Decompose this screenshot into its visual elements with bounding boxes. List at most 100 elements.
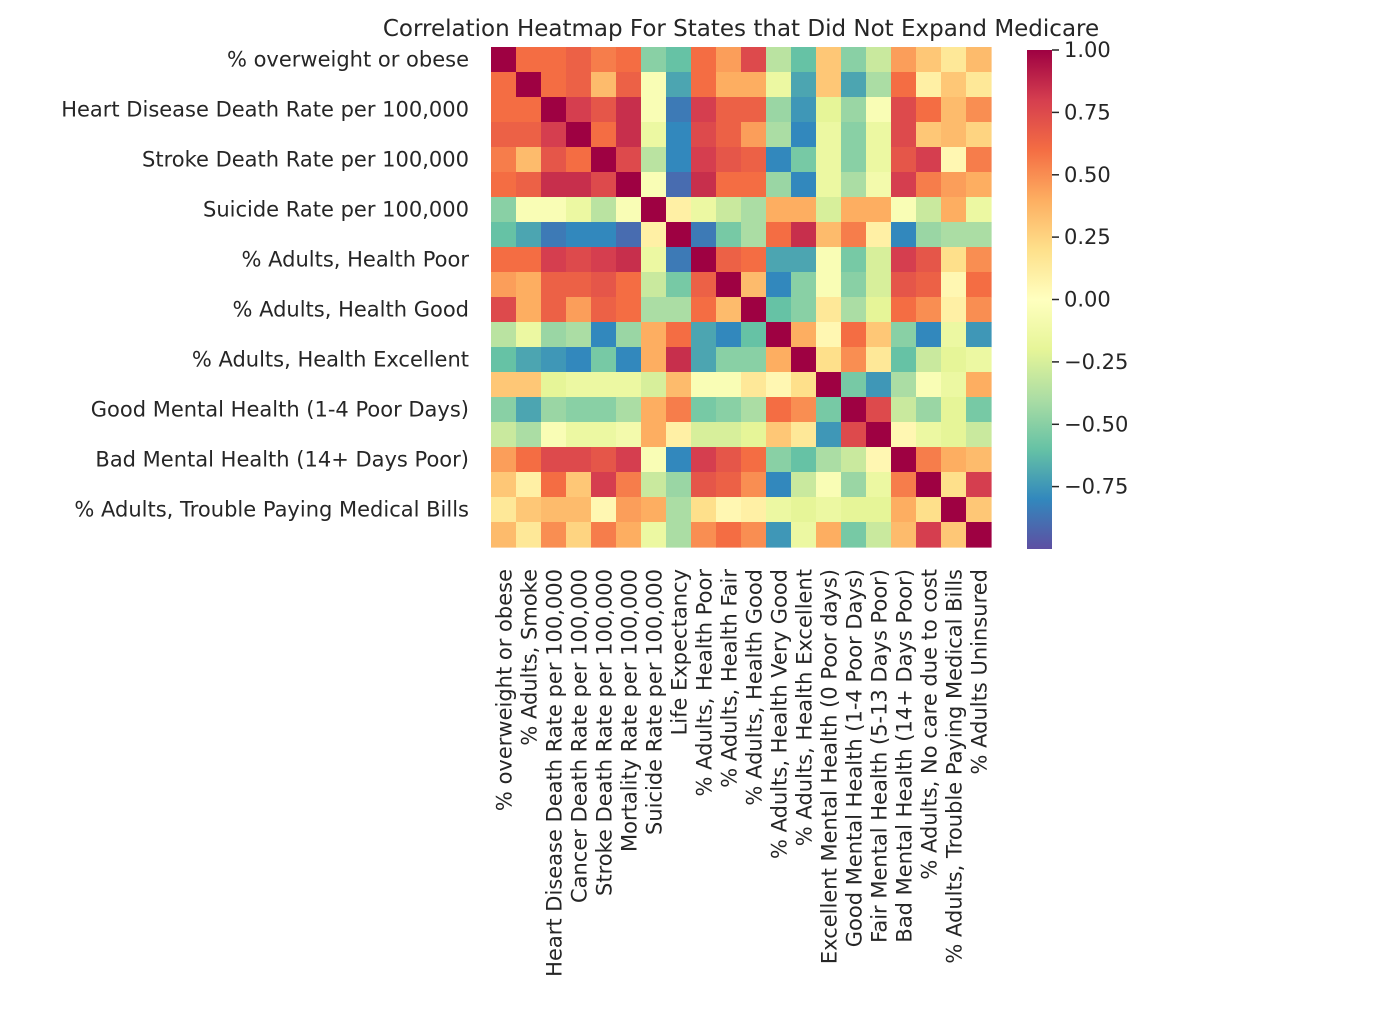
heatmap-cell [741, 347, 767, 373]
heatmap-cell [516, 147, 542, 173]
heatmap-cell [616, 47, 642, 73]
y-axis-tick-labels: % overweight or obese Heart Disease Death… [61, 48, 469, 522]
heatmap-cell [866, 72, 892, 98]
heatmap-cell [791, 497, 817, 523]
heatmap-cell [666, 372, 692, 398]
heatmap-cell [641, 72, 667, 98]
heatmap-cell [916, 172, 942, 198]
heatmap-cell [816, 372, 842, 398]
heatmap-cell [641, 47, 667, 73]
heatmap-cell [616, 347, 642, 373]
heatmap-cell [766, 247, 792, 273]
heatmap-cell [816, 197, 842, 223]
heatmap-cell [966, 72, 992, 98]
x-tick-label: Bad Mental Health (14+ Days Poor) [893, 569, 917, 943]
heatmap-cell [966, 222, 992, 248]
heatmap-cell [666, 447, 692, 473]
heatmap-cell [616, 497, 642, 523]
heatmap-cell [916, 72, 942, 98]
heatmap-cell [716, 72, 742, 98]
heatmap-cell [616, 472, 642, 498]
heatmap-cell [641, 372, 667, 398]
x-tick-label: Fair Mental Health (5-13 Days Poor) [868, 569, 892, 943]
heatmap-cell [566, 422, 592, 448]
y-tick-label: % overweight or obese [227, 48, 469, 72]
heatmap-cell [791, 322, 817, 348]
heatmap-cell [791, 422, 817, 448]
heatmap-cell [741, 497, 767, 523]
heatmap-cell [691, 222, 717, 248]
heatmap-cell [591, 247, 617, 273]
heatmap-cell [666, 47, 692, 73]
heatmap-cell [516, 297, 542, 323]
heatmap-cell [816, 322, 842, 348]
heatmap-cell [966, 97, 992, 123]
heatmap-cell [816, 247, 842, 273]
heatmap-cell [916, 497, 942, 523]
heatmap-cell [541, 297, 567, 323]
colorbar: 1.00 0.75 0.50 0.25 0.00 −0.25 −0.50 −0.75 [1027, 38, 1128, 549]
heatmap-cell [516, 422, 542, 448]
heatmap-cell [666, 197, 692, 223]
heatmap-cell [916, 397, 942, 423]
heatmap-cell [491, 297, 517, 323]
heatmap-cell [966, 447, 992, 473]
heatmap-cell [941, 397, 967, 423]
heatmap-cell [741, 172, 767, 198]
heatmap-cell [841, 97, 867, 123]
heatmap-cell [841, 297, 867, 323]
heatmap-cell [791, 297, 817, 323]
heatmap-cell [741, 297, 767, 323]
heatmap-cell [691, 372, 717, 398]
heatmap-cell [716, 197, 742, 223]
heatmap-cell [666, 297, 692, 323]
heatmap-cell [766, 322, 792, 348]
heatmap-cell [591, 397, 617, 423]
heatmap-cell [766, 297, 792, 323]
heatmap-cell [866, 497, 892, 523]
heatmap-cell [616, 222, 642, 248]
heatmap-cell [541, 497, 567, 523]
heatmap-cell [841, 397, 867, 423]
heatmap-cell [641, 422, 667, 448]
heatmap-cell [616, 147, 642, 173]
heatmap-cell [891, 72, 917, 98]
heatmap-cell [666, 347, 692, 373]
heatmap-cell [866, 472, 892, 498]
heatmap-cell [566, 497, 592, 523]
heatmap-cell [741, 197, 767, 223]
heatmap-cell [666, 222, 692, 248]
heatmap-cell [966, 247, 992, 273]
heatmap-cell [866, 272, 892, 298]
heatmap-cell [491, 397, 517, 423]
heatmap-cell [641, 172, 667, 198]
colorbar-tick-label: 0.00 [1064, 288, 1111, 312]
heatmap-cell [791, 197, 817, 223]
heatmap-cell [491, 347, 517, 373]
heatmap-cell [816, 72, 842, 98]
heatmap-cell [916, 272, 942, 298]
heatmap-cell [766, 497, 792, 523]
heatmap-cell [541, 172, 567, 198]
heatmap-cell [691, 472, 717, 498]
heatmap-cell [666, 497, 692, 523]
heatmap-cell [516, 222, 542, 248]
heatmap-cell [866, 172, 892, 198]
x-tick-label: % Adults, Smoke [518, 569, 542, 746]
heatmap-cell [716, 222, 742, 248]
y-tick-label: Suicide Rate per 100,000 [203, 198, 469, 222]
heatmap-cell [966, 122, 992, 148]
heatmap-cell [891, 272, 917, 298]
heatmap-cell [791, 272, 817, 298]
heatmap-cell [866, 197, 892, 223]
heatmap-cell [591, 522, 617, 548]
heatmap-cell [791, 222, 817, 248]
heatmap-cell [566, 447, 592, 473]
y-tick-label: % Adults, Health Poor [241, 248, 469, 272]
heatmap-cell [641, 347, 667, 373]
heatmap-cell [816, 47, 842, 73]
y-tick-label: Heart Disease Death Rate per 100,000 [61, 98, 469, 122]
heatmap-cell [791, 147, 817, 173]
heatmap-cell [941, 72, 967, 98]
heatmap-cell [941, 422, 967, 448]
